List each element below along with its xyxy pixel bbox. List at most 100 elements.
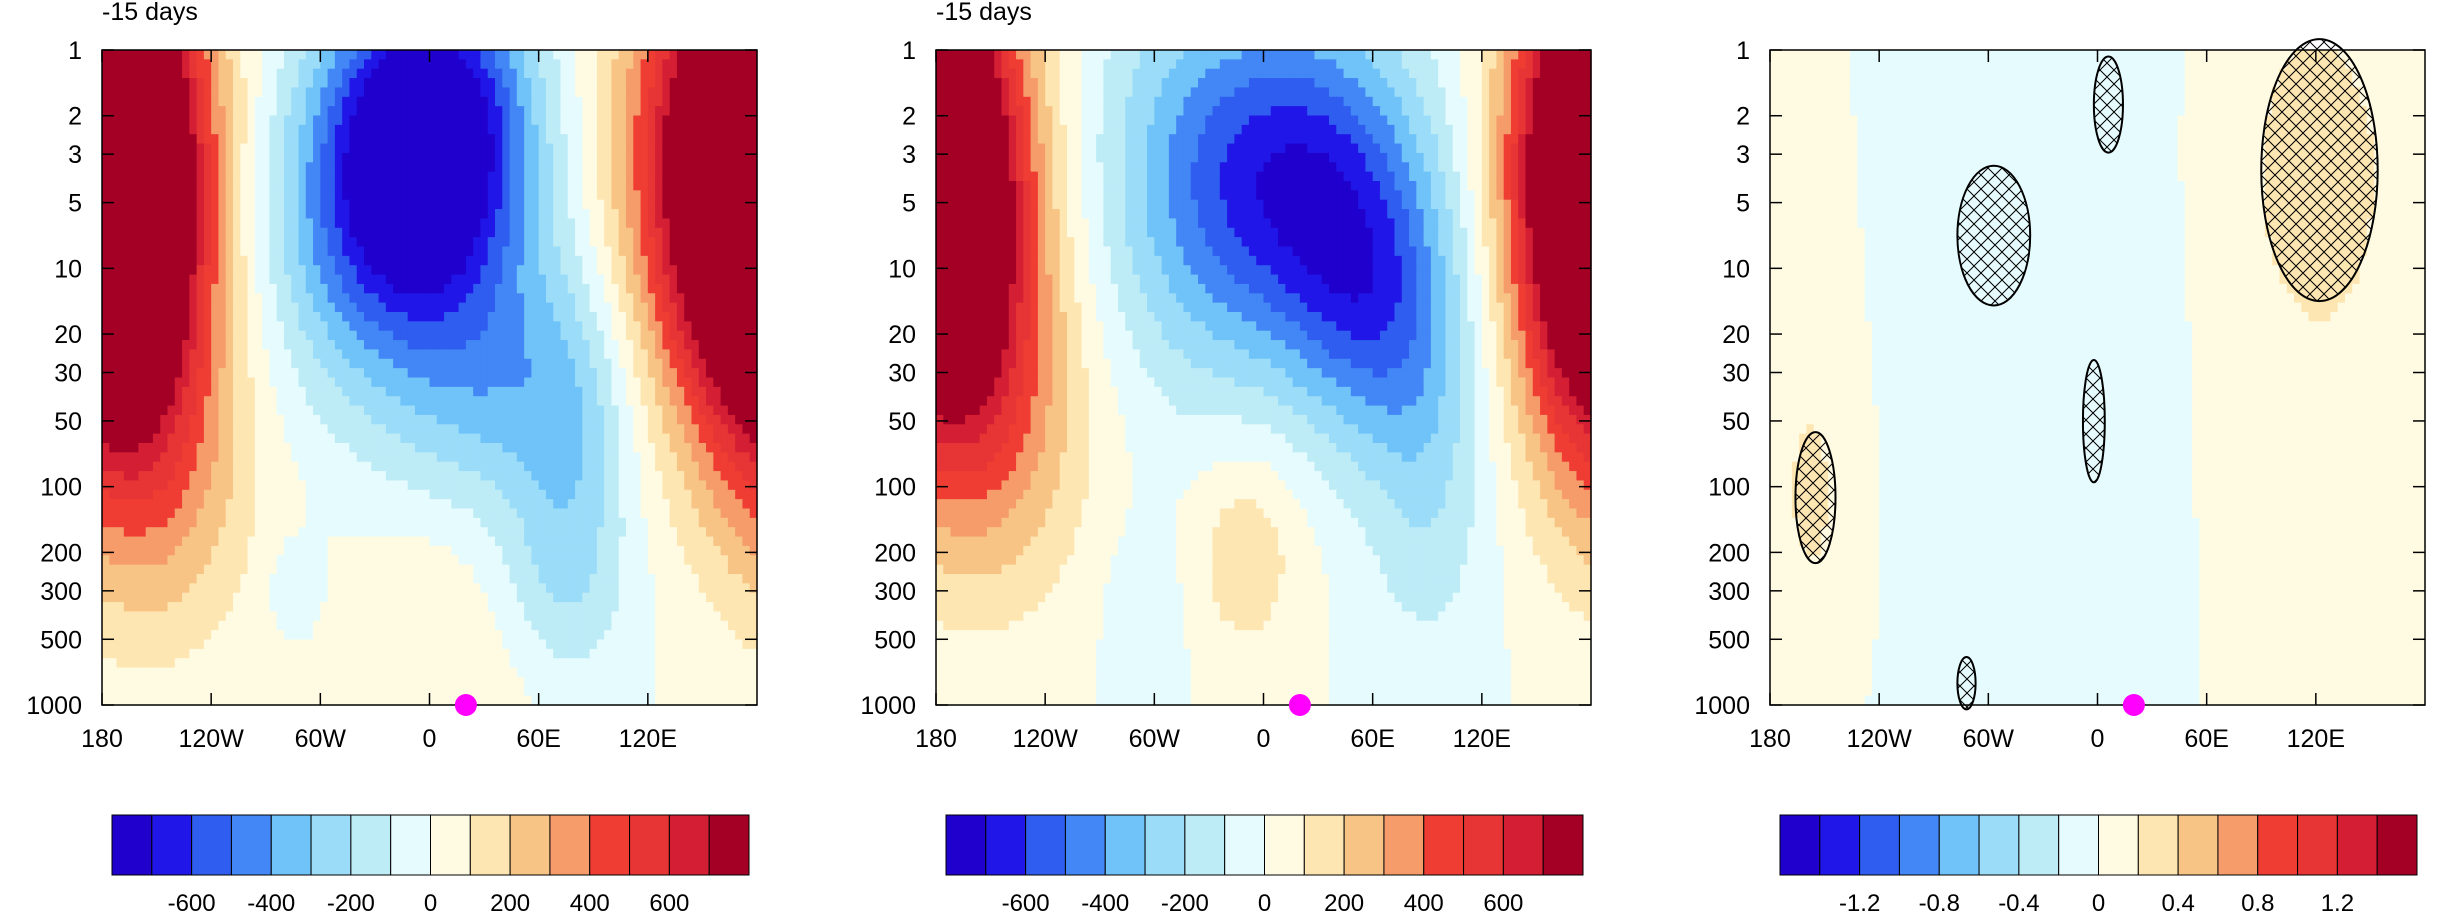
field-cell — [218, 134, 227, 145]
field-cell — [538, 302, 547, 313]
field-cell — [160, 386, 169, 397]
field-cell — [342, 321, 351, 332]
field-cell — [182, 555, 190, 566]
field-cell — [458, 536, 467, 547]
field-cell — [611, 115, 620, 126]
field-cell — [473, 106, 482, 117]
field-cell — [152, 68, 161, 79]
field-cell — [298, 358, 307, 369]
field-cell — [611, 199, 620, 210]
field-cell — [320, 152, 329, 163]
field-cell — [240, 124, 249, 135]
field-cell — [298, 517, 307, 528]
field-cell — [691, 340, 700, 351]
field-cell — [385, 368, 394, 379]
field-cell — [691, 209, 700, 220]
field-cell — [487, 358, 496, 369]
field-cell — [182, 312, 190, 322]
field-cell — [575, 96, 583, 107]
field-cell — [182, 517, 190, 528]
field-cell — [116, 283, 125, 294]
field-cell — [320, 68, 329, 79]
field-cell — [276, 302, 285, 313]
field-cell — [283, 115, 292, 126]
field-cell — [407, 143, 416, 154]
field-cell — [480, 246, 489, 257]
field-cell — [538, 255, 547, 266]
field-cell — [720, 536, 729, 547]
field-cell — [262, 59, 270, 70]
field-cell — [189, 396, 198, 407]
field-cell — [262, 255, 270, 266]
field-cell — [480, 386, 489, 397]
field-cell — [283, 255, 292, 266]
field-cell — [676, 396, 685, 407]
field-cell — [720, 181, 729, 191]
field-cell — [444, 527, 452, 538]
field-cell — [582, 87, 591, 98]
field-cell — [385, 181, 394, 191]
field-cell — [109, 283, 118, 294]
field-cell — [596, 237, 605, 248]
field-cell — [502, 218, 511, 229]
field-cell — [720, 461, 729, 472]
field-cell — [560, 274, 569, 285]
field-cell — [647, 480, 656, 491]
field-cell — [531, 368, 540, 379]
field-cell — [611, 227, 620, 238]
field-cell — [604, 152, 613, 163]
field-cell — [189, 190, 198, 201]
field-cell — [313, 106, 321, 117]
field-cell — [531, 312, 540, 322]
field-cell — [349, 124, 358, 135]
field-cell — [676, 471, 685, 482]
field-cell — [349, 508, 358, 519]
field-cell — [123, 78, 132, 89]
field-cell — [560, 96, 569, 107]
field-cell — [516, 312, 525, 322]
field-cell — [633, 536, 642, 547]
field-cell — [298, 87, 307, 98]
field-cell — [414, 78, 423, 89]
field-cell — [414, 87, 423, 98]
field-cell — [254, 218, 263, 229]
field-cell — [465, 358, 474, 369]
field-cell — [669, 312, 678, 322]
field-cell — [167, 321, 176, 332]
field-cell — [211, 106, 220, 117]
field-cell — [706, 508, 714, 519]
field-cell — [356, 59, 365, 70]
field-cell — [436, 489, 445, 500]
field-cell — [662, 424, 671, 435]
field-cell — [240, 59, 249, 70]
field-cell — [262, 246, 270, 257]
field-cell — [596, 293, 605, 304]
field-cell — [611, 106, 620, 117]
field-cell — [262, 452, 270, 463]
field-cell — [676, 443, 685, 453]
field-cell — [735, 96, 744, 107]
field-cell — [145, 396, 154, 407]
field-cell — [327, 517, 336, 528]
field-cell — [364, 255, 372, 266]
field-cell — [371, 545, 380, 556]
field-cell — [706, 480, 714, 491]
field-cell — [502, 124, 511, 135]
field-cell — [254, 134, 263, 145]
field-cell — [371, 499, 380, 510]
field-cell — [458, 143, 467, 154]
field-cell — [407, 227, 416, 238]
field-cell — [269, 96, 278, 107]
field-cell — [152, 405, 161, 416]
field-cell — [567, 237, 576, 248]
field-cell — [414, 480, 423, 491]
field-cell — [429, 115, 438, 126]
field-cell — [385, 424, 394, 435]
field-cell — [240, 368, 249, 379]
field-cell — [575, 134, 583, 145]
field-cell — [393, 302, 401, 313]
field-cell — [393, 181, 401, 191]
field-cell — [393, 386, 401, 397]
field-cell — [742, 499, 751, 510]
field-cell — [633, 386, 642, 397]
